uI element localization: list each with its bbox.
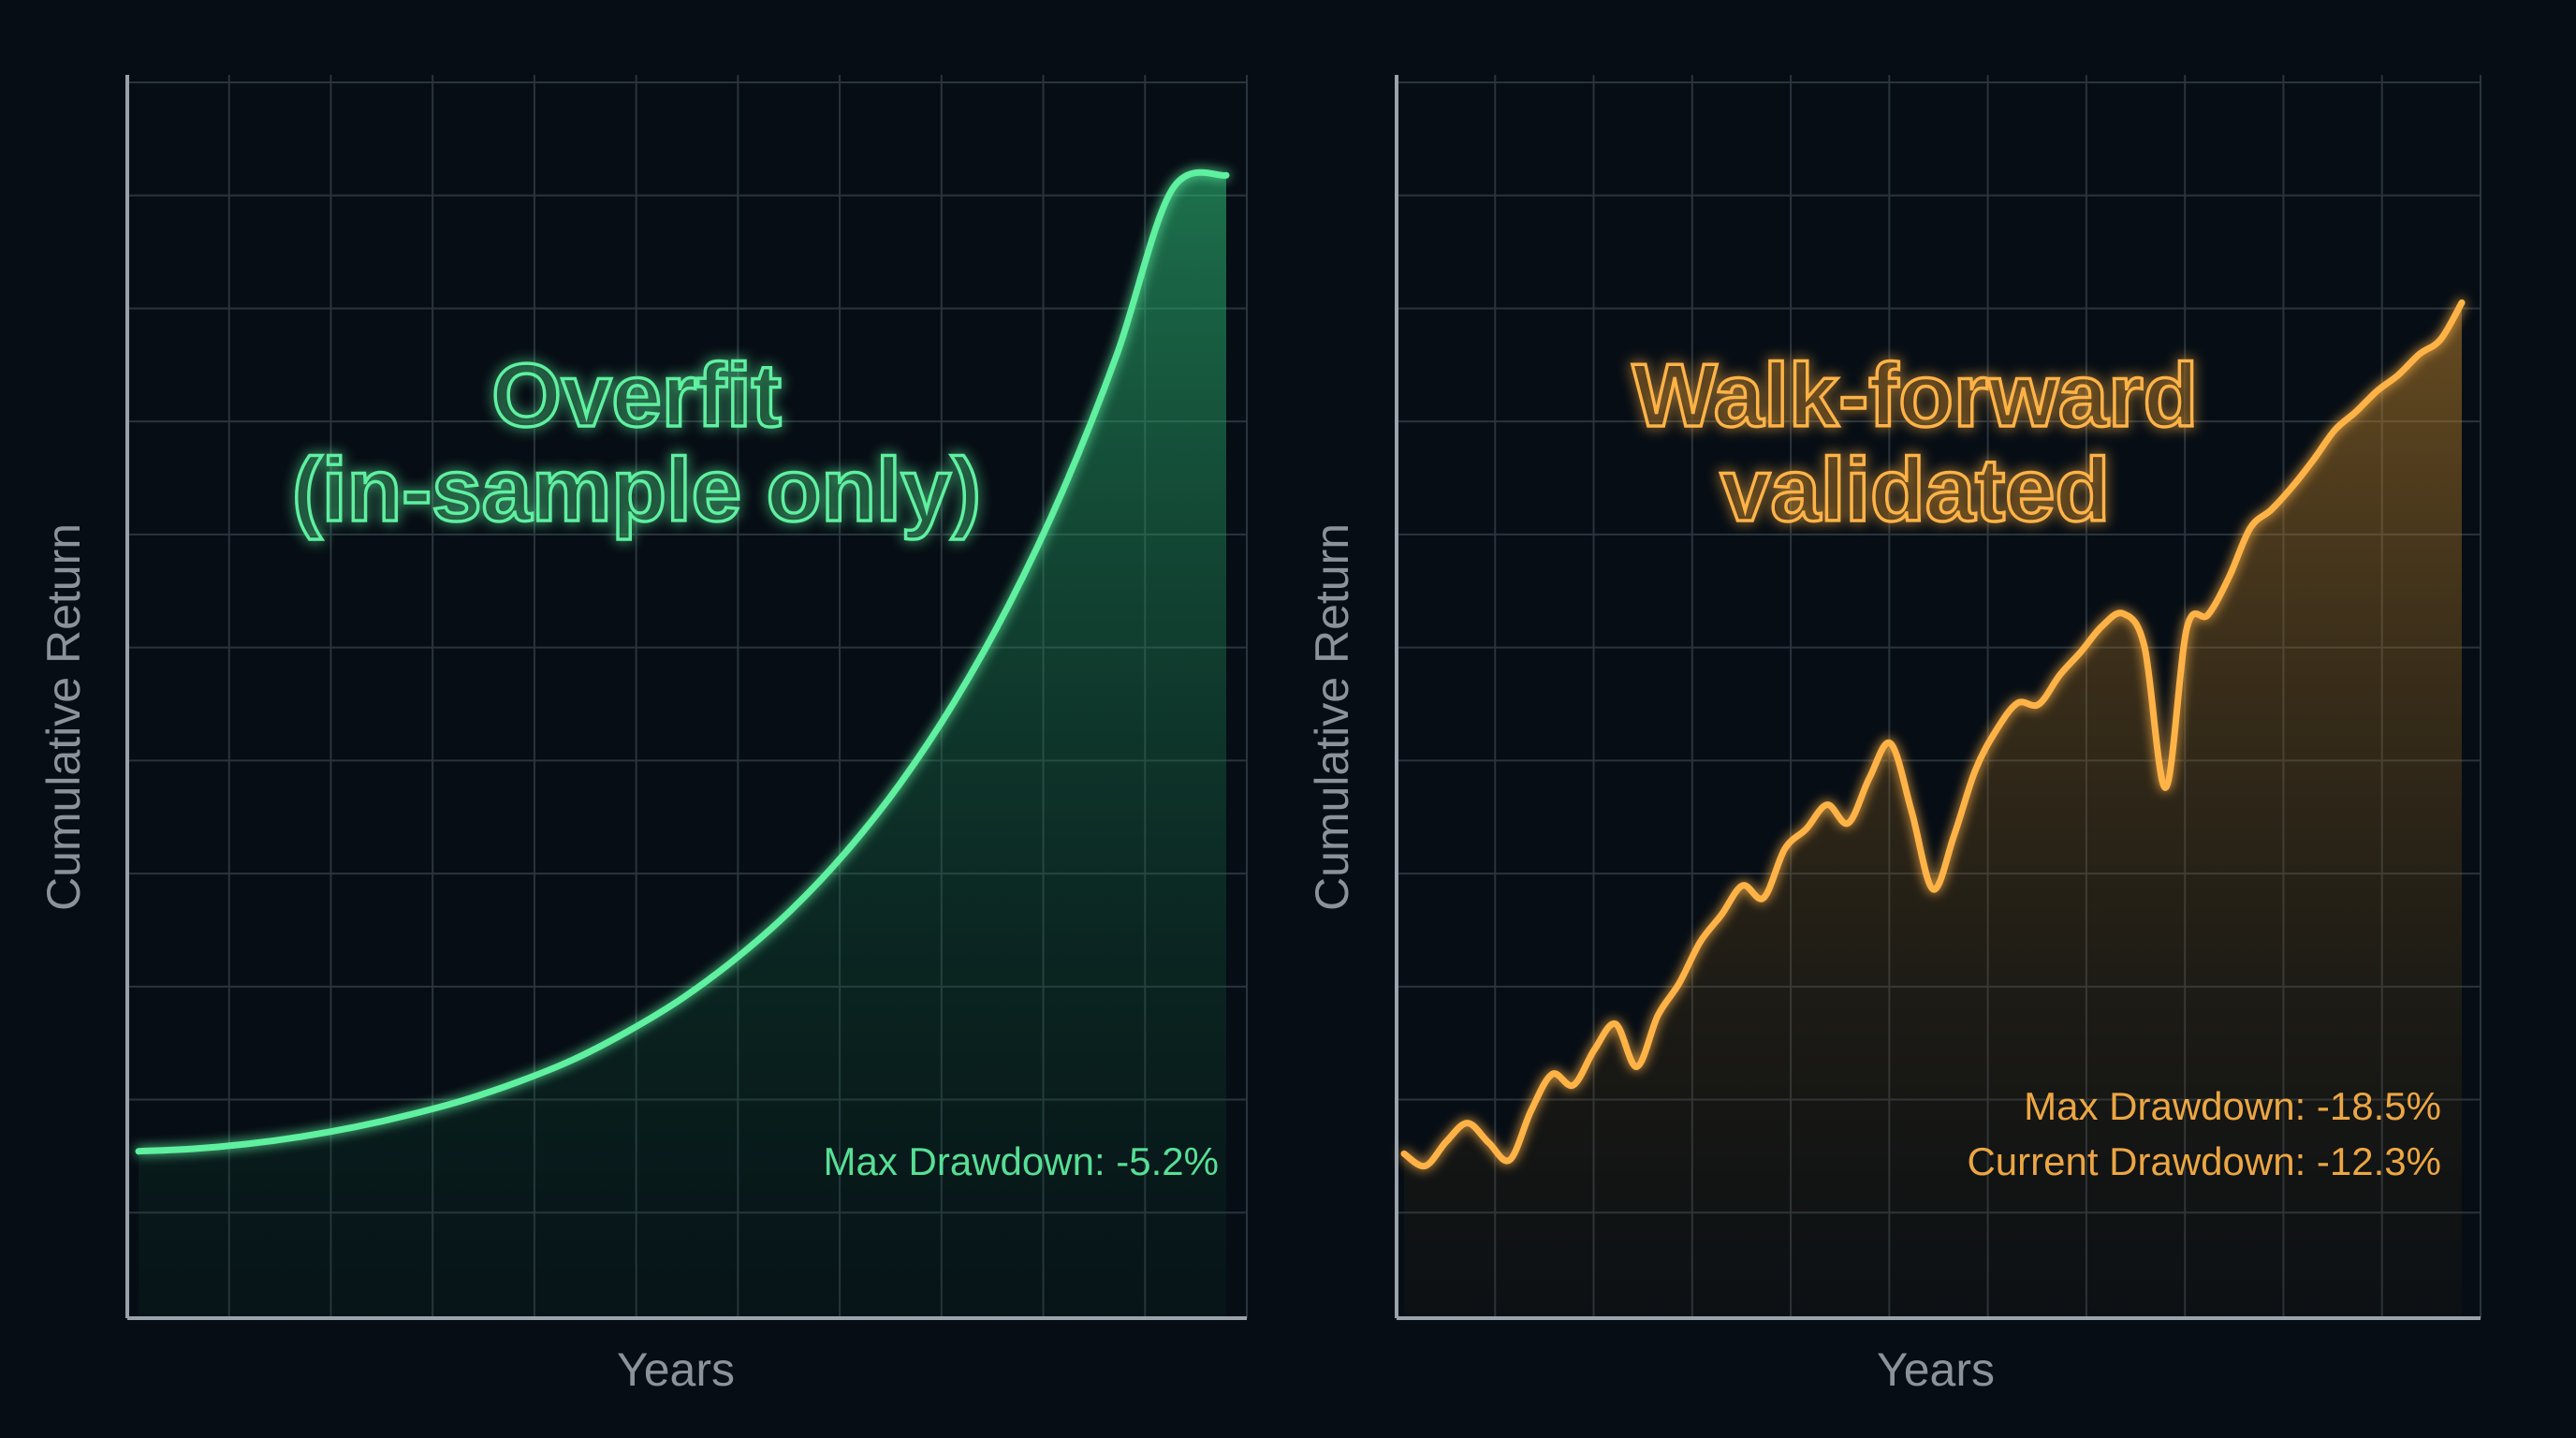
y-axis-label: Cumulative Return — [37, 523, 90, 911]
drawdown-annotation: Max Drawdown: -5.2% — [824, 1139, 1219, 1183]
x-axis-label: Years — [1877, 1343, 1995, 1396]
series-area-fill — [1404, 302, 2462, 1317]
drawdown-annotation: Current Drawdown: -12.3% — [1967, 1139, 2441, 1183]
series-line — [135, 169, 1230, 1155]
chart-title-line: validated — [1720, 440, 2110, 540]
series-line — [1400, 299, 2466, 1170]
series-area-fill — [139, 172, 1226, 1316]
chart-panel-1: Years Cumulative Return Overfit(in-sample … — [37, 75, 1248, 1396]
x-axis-label: Years — [617, 1343, 735, 1396]
chart-title-line: Walk-forward — [1632, 345, 2199, 446]
drawdown-annotation: Max Drawdown: -18.5% — [2024, 1084, 2441, 1128]
chart-panel-2: Years Cumulative Return Walk-forwardvalida… — [1306, 75, 2481, 1396]
y-axis-label: Cumulative Return — [1306, 523, 1358, 911]
chart-title-line: (in-sample only) — [292, 440, 981, 540]
chart-title-line: Overfit — [491, 345, 781, 446]
